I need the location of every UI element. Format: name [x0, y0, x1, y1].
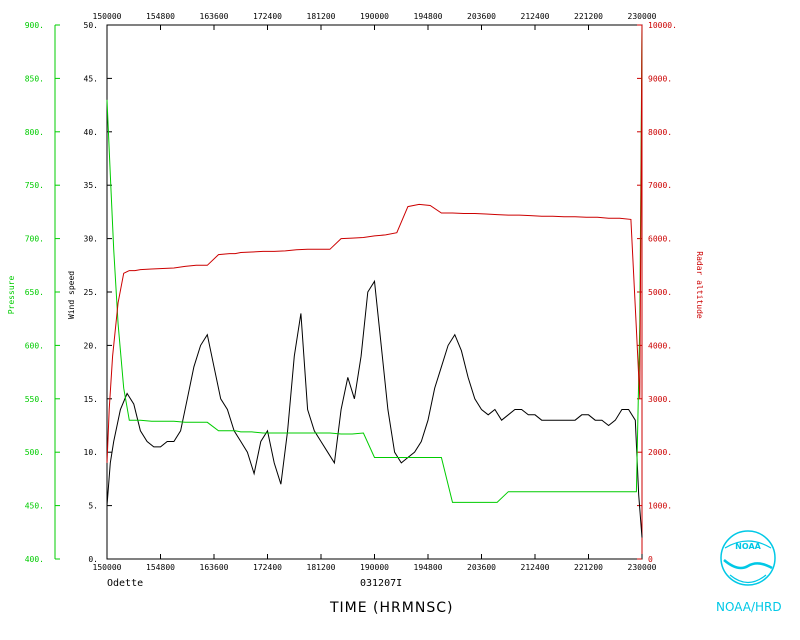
pressure-series-line [106, 24, 643, 503]
altitude-y-tick-label: 2000. [648, 448, 672, 457]
x-tick-label-bottom: 194800 [414, 563, 443, 572]
wind-y-tick-label: 0. [88, 555, 98, 564]
altitude-y-tick-label: 9000. [648, 74, 672, 83]
pressure-y-tick-label: 900. [25, 21, 44, 30]
x-tick-label-top: 212400 [521, 12, 550, 21]
wind-y-tick-label: 20. [84, 341, 98, 350]
noaa-logo-text: NOAA [735, 542, 761, 551]
altitude-y-tick-label: 10000. [648, 21, 677, 30]
wind-y-tick-label: 15. [84, 395, 98, 404]
time-axis-title: TIME (HRMNSC) [329, 600, 453, 616]
x-tick-label-top: 181200 [307, 12, 336, 21]
altitude-y-tick-label: 4000. [648, 341, 672, 350]
wind-y-tick-label: 25. [84, 288, 98, 297]
altitude-y-tick-label: 1000. [648, 502, 672, 511]
altitude-y-tick-label: 5000. [648, 288, 672, 297]
x-tick-label-bottom: 172400 [253, 563, 282, 572]
x-tick-label-top: 172400 [253, 12, 282, 21]
pressure-y-tick-label: 500. [25, 448, 44, 457]
altitude-y-tick-label: 8000. [648, 128, 672, 137]
x-tick-label-bottom: 203600 [467, 563, 496, 572]
wind-y-tick-label: 50. [84, 21, 98, 30]
pressure-y-tick-label: 800. [25, 128, 44, 137]
wind-y-tick-label: 35. [84, 181, 98, 190]
x-tick-label-bottom: 190000 [360, 563, 389, 572]
pressure-y-tick-label: 600. [25, 341, 44, 350]
altitude-y-tick-label: 3000. [648, 395, 672, 404]
pressure-y-tick-label: 850. [25, 74, 44, 83]
x-tick-label-bottom: 212400 [521, 563, 550, 572]
altitude-series-line [106, 24, 643, 463]
altitude-y-tick-label: 6000. [648, 235, 672, 244]
x-tick-label-top: 194800 [414, 12, 443, 21]
altitude-y-tick-label: 0 [648, 555, 653, 564]
agency-label: NOAA/HRD [716, 600, 782, 614]
wind-y-tick-label: 45. [84, 74, 98, 83]
altitude-axis-title: Radar altitude [695, 251, 704, 319]
wind-y-tick-label: 40. [84, 128, 98, 137]
x-tick-label-bottom: 150000 [93, 563, 122, 572]
pressure-y-tick-label: 700. [25, 235, 44, 244]
noaa-logo: NOAA [720, 530, 776, 586]
x-tick-label-top: 190000 [360, 12, 389, 21]
pressure-y-tick-label: 550. [25, 395, 44, 404]
pressure-axis-title: Pressure [7, 276, 16, 315]
series-layer [106, 24, 643, 538]
flight-id: 031207I [360, 578, 402, 589]
pressure-y-tick-label: 450. [25, 502, 44, 511]
x-tick-label-bottom: 154800 [146, 563, 175, 572]
wind-y-tick-label: 10. [84, 448, 98, 457]
x-tick-label-bottom: 163600 [200, 563, 229, 572]
x-tick-label-top: 150000 [93, 12, 122, 21]
plot-frame [106, 24, 643, 560]
x-tick-label-bottom: 181200 [307, 563, 336, 572]
ticks-layer: 150000 150000 154800 154800 163600 163600 1724… [25, 12, 677, 572]
x-tick-label-top: 230000 [628, 12, 657, 21]
wind-axis-title: Wind speed [67, 271, 76, 319]
x-tick-label-top: 203600 [467, 12, 496, 21]
wind-y-tick-label: 30. [84, 235, 98, 244]
x-tick-label-bottom: 230000 [628, 563, 657, 572]
x-tick-label-top: 154800 [146, 12, 175, 21]
x-tick-label-top: 163600 [200, 12, 229, 21]
pressure-y-tick-label: 750. [25, 181, 44, 190]
x-tick-label-top: 221200 [574, 12, 603, 21]
x-tick-label-bottom: 221200 [574, 563, 603, 572]
altitude-y-tick-label: 7000. [648, 181, 672, 190]
wind-series-line [106, 279, 643, 538]
pressure-y-tick-label: 650. [25, 288, 44, 297]
pressure-y-tick-label: 400. [25, 555, 44, 564]
wind-y-tick-label: 5. [88, 502, 98, 511]
storm-name: Odette [107, 578, 143, 589]
